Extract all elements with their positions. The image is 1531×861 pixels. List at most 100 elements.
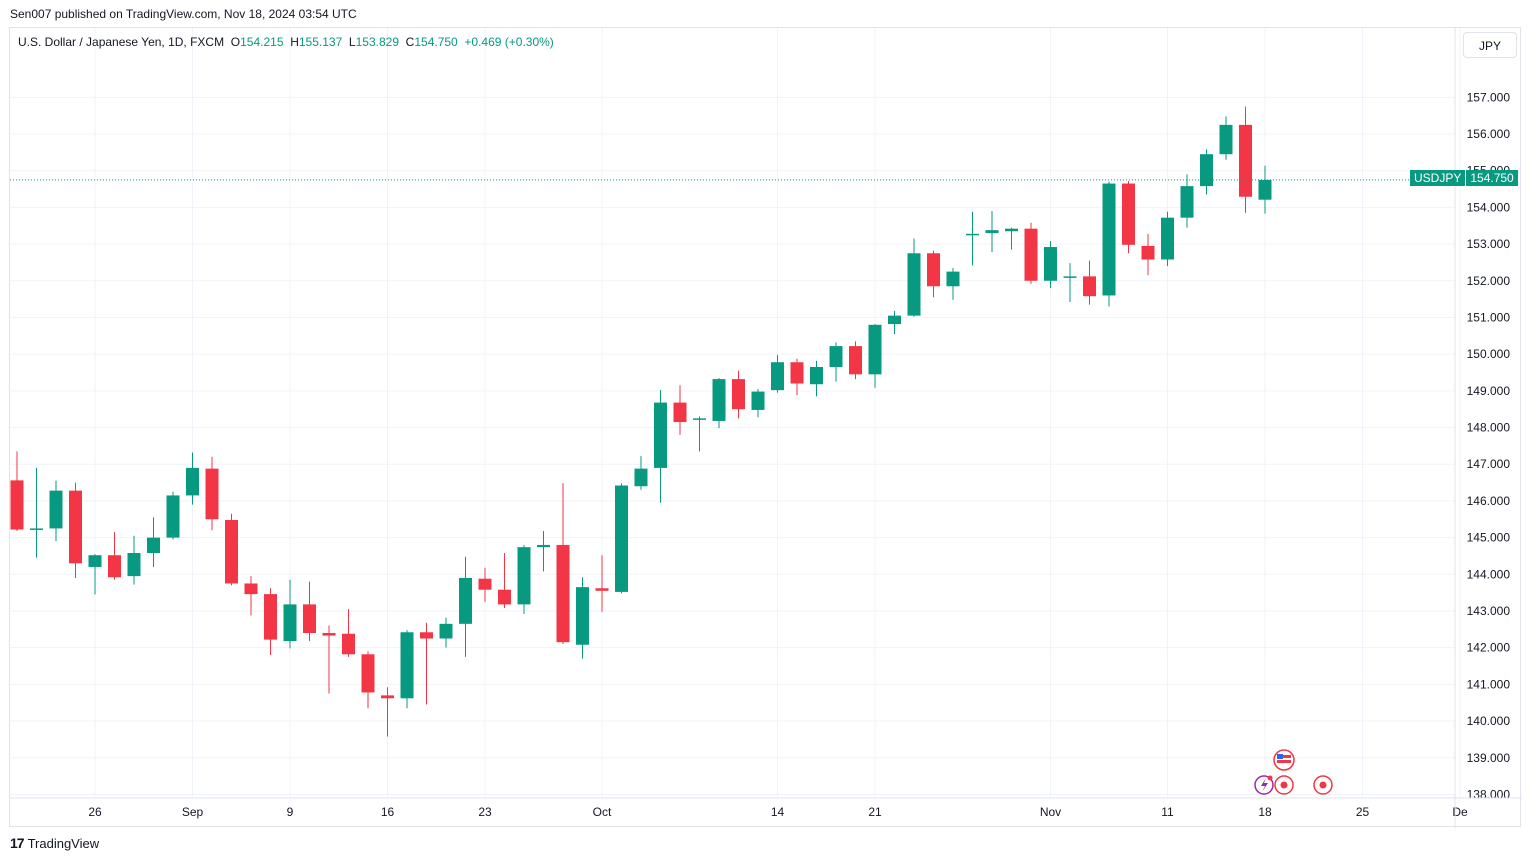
event-dot-icon[interactable] [1274, 775, 1294, 795]
candle [771, 354, 784, 393]
candle-body [732, 379, 745, 410]
legend-low-value: 153.829 [355, 35, 399, 49]
candle-body [693, 418, 706, 420]
candle-body [1024, 228, 1038, 281]
candle-body [186, 467, 199, 496]
candle [595, 555, 609, 612]
candle [1005, 227, 1018, 250]
y-tick-label: 157.000 [1467, 90, 1511, 104]
y-tick-label: 150.000 [1467, 347, 1511, 361]
axis-layer: 138.000 139.000 140.000 141.000 142.000 143.0… [10, 28, 1522, 828]
candle-body [1239, 124, 1252, 197]
x-tick-label: Nov [1040, 805, 1061, 819]
price-tag-value: 154.750 [1466, 170, 1518, 186]
y-tick-label: 146.000 [1467, 494, 1511, 508]
candle-body [1180, 186, 1194, 218]
lightning-icon[interactable] [1254, 775, 1274, 795]
candle-body [927, 253, 940, 287]
candle-body [751, 391, 765, 410]
x-tick-label: Sep [182, 805, 204, 819]
candle-body [966, 233, 979, 236]
candle [888, 310, 901, 334]
candle-body [868, 324, 882, 375]
candle-body [556, 544, 570, 643]
candle [381, 687, 394, 737]
candle [498, 553, 511, 609]
candle-body [147, 537, 160, 554]
candle-body [537, 544, 550, 548]
candle [322, 625, 336, 694]
candle [673, 385, 687, 435]
candle-body [420, 632, 433, 639]
candle-body [30, 528, 43, 530]
candle [615, 483, 628, 594]
candle-body [1122, 183, 1135, 245]
candle-body [888, 315, 901, 325]
candle [283, 579, 297, 649]
candle-body [712, 379, 726, 421]
currency-button[interactable]: JPY [1463, 32, 1517, 58]
y-tick-label: 142.000 [1467, 641, 1511, 655]
candle [1024, 222, 1038, 284]
candle-body [1161, 217, 1174, 260]
candle-body [1083, 276, 1096, 297]
candle-body [673, 402, 687, 423]
candle [1141, 233, 1155, 276]
candle-body [907, 253, 921, 316]
candle [517, 544, 531, 614]
candle [205, 456, 219, 531]
event-dot-icon[interactable] [1313, 775, 1333, 795]
candle-body [498, 589, 511, 605]
candle [868, 324, 882, 388]
candle-body [381, 695, 394, 699]
y-tick-label: 149.000 [1467, 384, 1511, 398]
event-layer[interactable] [1254, 749, 1333, 795]
candle-body [849, 346, 862, 375]
candle [927, 250, 940, 298]
legend-open-label: O [230, 35, 241, 49]
legend-close-label: C [405, 35, 415, 49]
candle [751, 389, 765, 418]
legend-change-value: +0.469 (+0.30%) [464, 35, 554, 49]
candle-body [1219, 124, 1233, 155]
candle [264, 588, 277, 656]
candle-body [615, 485, 628, 592]
candle [1161, 211, 1174, 267]
candle-body [634, 468, 648, 487]
candle-body [946, 271, 960, 287]
candle [1239, 106, 1252, 213]
published-by-text: Sen007 published on TradingView.com, Nov… [10, 7, 357, 21]
candle [1258, 165, 1272, 214]
candle [166, 491, 180, 540]
candle-body [654, 402, 667, 468]
x-tick-label: 21 [868, 805, 882, 819]
chart-frame[interactable]: 138.000 139.000 140.000 141.000 142.000 143.0… [9, 27, 1522, 828]
x-tick-label: 26 [88, 805, 102, 819]
candle [147, 517, 160, 567]
candle-body [1141, 245, 1155, 260]
legend-open-value: 154.215 [240, 35, 284, 49]
candle [985, 211, 999, 253]
candle [576, 577, 589, 659]
candle-body [108, 555, 121, 578]
candle [30, 467, 43, 558]
y-tick-label: 140.000 [1467, 714, 1511, 728]
y-tick-label: 153.000 [1467, 237, 1511, 251]
candle-body [225, 519, 238, 584]
us-flag-icon[interactable] [1273, 749, 1295, 771]
candle [459, 556, 472, 657]
candle-body [1005, 228, 1018, 232]
x-tick-label: 23 [478, 805, 492, 819]
x-tick-label: 25 [1356, 805, 1370, 819]
candlestick-chart[interactable]: 138.000 139.000 140.000 141.000 142.000 143.0… [10, 28, 1522, 828]
candle-body [264, 594, 277, 640]
candle-body [985, 230, 999, 234]
candle [244, 576, 258, 616]
footer-branding[interactable]: 17 TradingView [10, 835, 99, 851]
candle-body [459, 577, 472, 624]
y-tick-label: 143.000 [1467, 604, 1511, 618]
candle-body [810, 367, 823, 385]
candle-body [595, 588, 609, 591]
candle [537, 531, 550, 572]
y-tick-label: 156.000 [1467, 127, 1511, 141]
